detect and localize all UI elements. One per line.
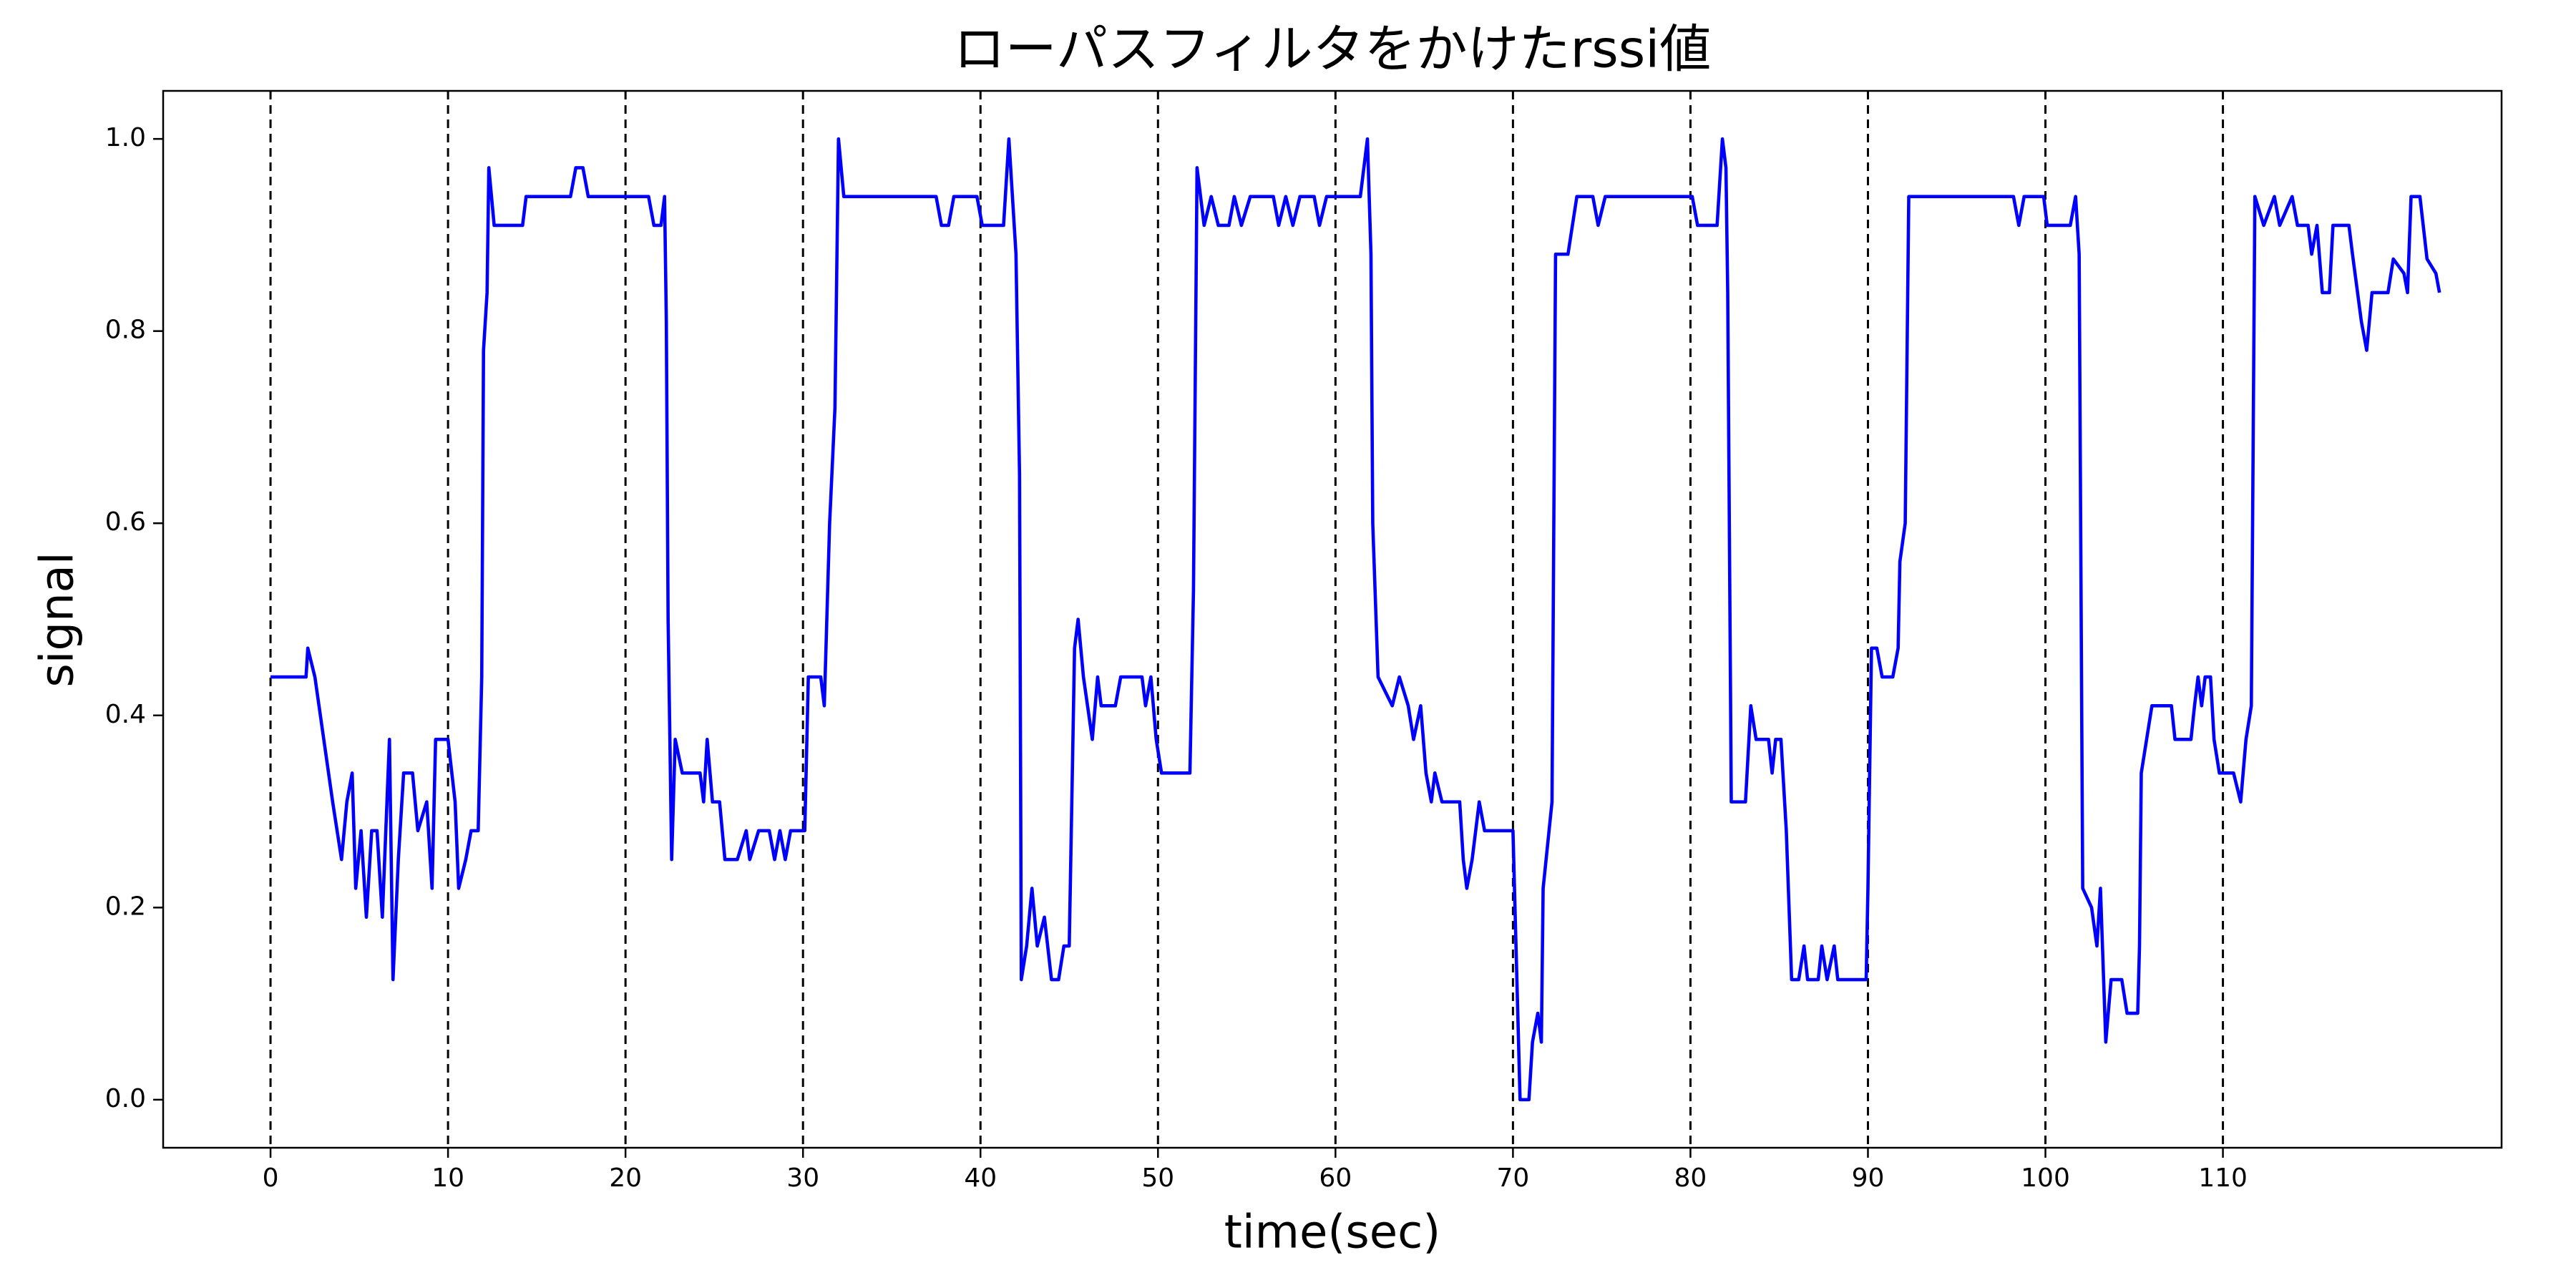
x-tick-label: 90 (1852, 1163, 1885, 1193)
y-axis-label: signal (31, 552, 84, 687)
x-tick-label: 50 (1141, 1163, 1174, 1193)
x-tick-label: 70 (1496, 1163, 1529, 1193)
data-line (270, 137, 2441, 1102)
y-tick-label: 0.0 (105, 1084, 146, 1113)
x-tick-label: 110 (2198, 1163, 2248, 1193)
x-tick-label: 10 (431, 1163, 464, 1193)
y-tick-label: 0.6 (105, 507, 146, 537)
y-tick-label: 0.2 (105, 892, 146, 921)
x-tick-label: 20 (609, 1163, 642, 1193)
x-tick-label: 40 (964, 1163, 997, 1193)
x-tick-label: 100 (2021, 1163, 2070, 1193)
y-tick-label: 1.0 (105, 123, 146, 152)
x-axis-label: time(sec) (1224, 1206, 1440, 1259)
x-tick-label: 0 (263, 1163, 279, 1193)
x-tick-label: 60 (1319, 1163, 1352, 1193)
y-tick-label: 0.8 (105, 316, 146, 345)
y-tick-label: 0.4 (105, 700, 146, 729)
chart-title: ローパスフィルタをかけたrssi値 (954, 19, 1711, 79)
plot-frame (162, 89, 2503, 1149)
x-tick-label: 30 (786, 1163, 819, 1193)
x-tick-label: 80 (1674, 1163, 1707, 1193)
